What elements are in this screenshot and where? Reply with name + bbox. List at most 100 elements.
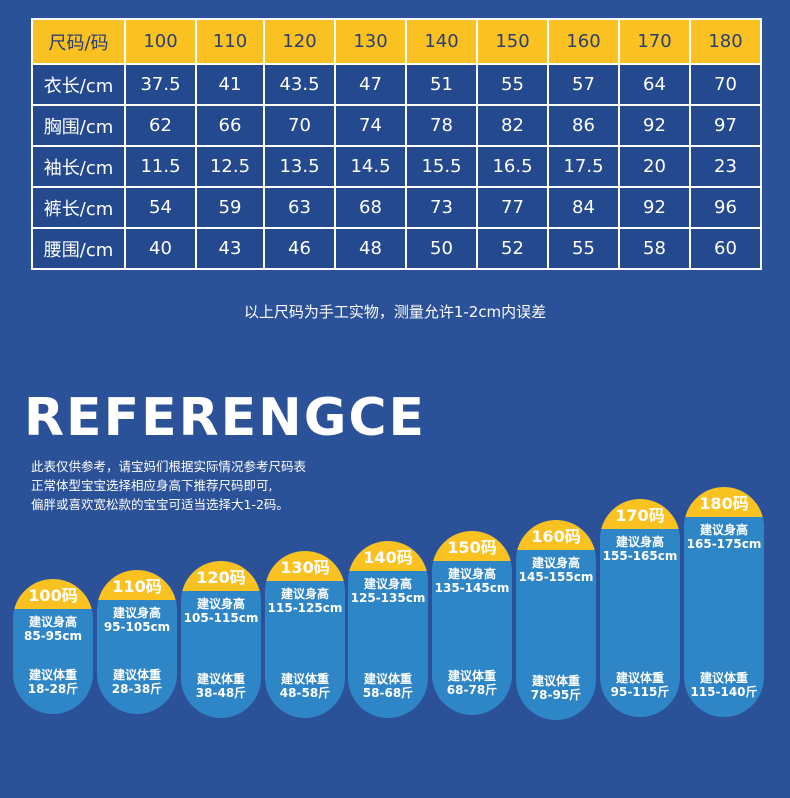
weight-label: 建议体重 <box>615 671 664 685</box>
weight-label: 建议体重 <box>280 672 329 686</box>
description-line: 偏胖或喜欢宽松款的宝宝可适当选择大1-2码。 <box>31 497 289 512</box>
table-cell: 62 <box>124 104 197 147</box>
height-value: 115-125cm <box>267 601 343 615</box>
height-label: 建议身高 <box>112 606 161 620</box>
size-header-cell: 110 <box>195 18 265 65</box>
table-cell: 55 <box>547 227 620 270</box>
table-cell: 17.5 <box>547 145 620 188</box>
pill-size-label: 160码 <box>516 520 596 550</box>
weight-value: 115-140斤 <box>690 685 758 699</box>
table-row: 衣长/cm 37.5 41 43.5 47 51 55 57 64 70 <box>31 63 762 106</box>
size-header-cell: 130 <box>334 18 407 65</box>
table-row: 袖长/cm 11.5 12.5 13.5 14.5 15.5 16.5 17.5… <box>31 145 762 188</box>
table-row: 胸围/cm 62 66 70 74 78 82 86 92 97 <box>31 104 762 147</box>
height-value: 95-105cm <box>103 620 171 634</box>
table-cell: 64 <box>618 63 691 106</box>
table-cell: 13.5 <box>263 145 336 188</box>
weight-block: 建议体重 18-28斤 <box>13 668 93 696</box>
table-row: 腰围/cm 40 43 46 48 50 52 55 58 60 <box>31 227 762 270</box>
table-cell: 70 <box>263 104 336 147</box>
reference-description: 此表仅供参考，请宝妈们根据实际情况参考尺码表 正常体型宝宝选择相应身高下推荐尺码… <box>31 457 306 514</box>
table-cell: 55 <box>476 63 549 106</box>
size-table: 尺码/码 100 110 120 130 140 150 160 170 180… <box>31 18 762 270</box>
weight-label: 建议体重 <box>363 672 412 686</box>
pill-size-label: 120码 <box>181 561 261 591</box>
table-cell: 48 <box>334 227 407 270</box>
table-cell: 16.5 <box>476 145 549 188</box>
table-cell: 47 <box>334 63 407 106</box>
table-cell: 97 <box>689 104 762 147</box>
row-label: 腰围/cm <box>31 227 126 270</box>
table-cell: 41 <box>195 63 265 106</box>
table-cell: 58 <box>618 227 691 270</box>
table-cell: 84 <box>547 186 620 229</box>
height-label: 建议身高 <box>531 556 580 570</box>
size-pill-100: 100码 建议身高 85-95cm 建议体重 18-28斤 <box>13 579 93 714</box>
size-header-cell: 120 <box>263 18 336 65</box>
table-cell: 23 <box>689 145 762 188</box>
pill-size-label: 150码 <box>432 531 512 561</box>
height-value: 105-115cm <box>183 611 259 625</box>
weight-label: 建议体重 <box>531 674 580 688</box>
table-cell: 92 <box>618 186 691 229</box>
table-cell: 60 <box>689 227 762 270</box>
weight-block: 建议体重 38-48斤 <box>181 672 261 700</box>
description-line: 此表仅供参考，请宝妈们根据实际情况参考尺码表 <box>31 459 307 474</box>
table-cell: 43.5 <box>263 63 336 106</box>
height-label: 建议身高 <box>28 615 77 629</box>
table-cell: 57 <box>547 63 620 106</box>
pill-size-label: 170码 <box>600 499 680 529</box>
table-cell: 51 <box>405 63 478 106</box>
pill-size-label: 140码 <box>348 541 428 571</box>
size-header-cell: 170 <box>618 18 691 65</box>
weight-block: 建议体重 58-68斤 <box>348 672 428 700</box>
table-cell: 73 <box>405 186 478 229</box>
weight-value: 48-58斤 <box>279 686 331 700</box>
weight-block: 建议体重 78-95斤 <box>516 674 596 702</box>
table-cell: 50 <box>405 227 478 270</box>
pill-size-label: 100码 <box>13 579 93 609</box>
table-cell: 63 <box>263 186 336 229</box>
table-cell: 37.5 <box>124 63 197 106</box>
table-cell: 77 <box>476 186 549 229</box>
size-pill-140: 140码 建议身高 125-135cm 建议体重 58-68斤 <box>348 541 428 718</box>
weight-label: 建议体重 <box>447 669 496 683</box>
measurement-note: 以上尺码为手工实物，测量允许1-2cm内误差 <box>243 303 547 321</box>
table-cell: 66 <box>195 104 265 147</box>
height-value: 135-145cm <box>434 581 510 595</box>
table-cell: 92 <box>618 104 691 147</box>
table-cell: 74 <box>334 104 407 147</box>
weight-block: 建议体重 115-140斤 <box>684 671 764 699</box>
size-pill-110: 110码 建议身高 95-105cm 建议体重 28-38斤 <box>97 570 177 714</box>
table-cell: 52 <box>476 227 549 270</box>
weight-block: 建议体重 28-38斤 <box>97 668 177 696</box>
weight-value: 58-68斤 <box>362 686 414 700</box>
weight-label: 建议体重 <box>112 668 161 682</box>
height-label: 建议身高 <box>280 587 329 601</box>
pill-size-label: 110码 <box>97 570 177 600</box>
row-label: 衣长/cm <box>31 63 126 106</box>
row-label: 裤长/cm <box>31 186 126 229</box>
table-cell: 70 <box>689 63 762 106</box>
pill-size-label: 180码 <box>684 487 764 517</box>
weight-label: 建议体重 <box>196 672 245 686</box>
size-header-cell: 150 <box>476 18 549 65</box>
row-label: 袖长/cm <box>31 145 126 188</box>
height-value: 125-135cm <box>350 591 426 605</box>
height-label: 建议身高 <box>615 535 664 549</box>
table-cell: 78 <box>405 104 478 147</box>
table-cell: 15.5 <box>405 145 478 188</box>
size-header-cell: 180 <box>689 18 762 65</box>
size-pill-120: 120码 建议身高 105-115cm 建议体重 38-48斤 <box>181 561 261 718</box>
weight-block: 建议体重 68-78斤 <box>432 669 512 697</box>
height-label: 建议身高 <box>363 577 412 591</box>
pill-size-label: 130码 <box>265 551 345 581</box>
size-pill-160: 160码 建议身高 145-155cm 建议体重 78-95斤 <box>516 520 596 720</box>
table-cell: 40 <box>124 227 197 270</box>
weight-block: 建议体重 95-115斤 <box>600 671 680 699</box>
size-header-label: 尺码/码 <box>31 18 126 65</box>
size-pill-150: 150码 建议身高 135-145cm 建议体重 68-78斤 <box>432 531 512 715</box>
weight-block: 建议体重 48-58斤 <box>265 672 345 700</box>
table-cell: 86 <box>547 104 620 147</box>
description-line: 正常体型宝宝选择相应身高下推荐尺码即可, <box>31 478 273 493</box>
